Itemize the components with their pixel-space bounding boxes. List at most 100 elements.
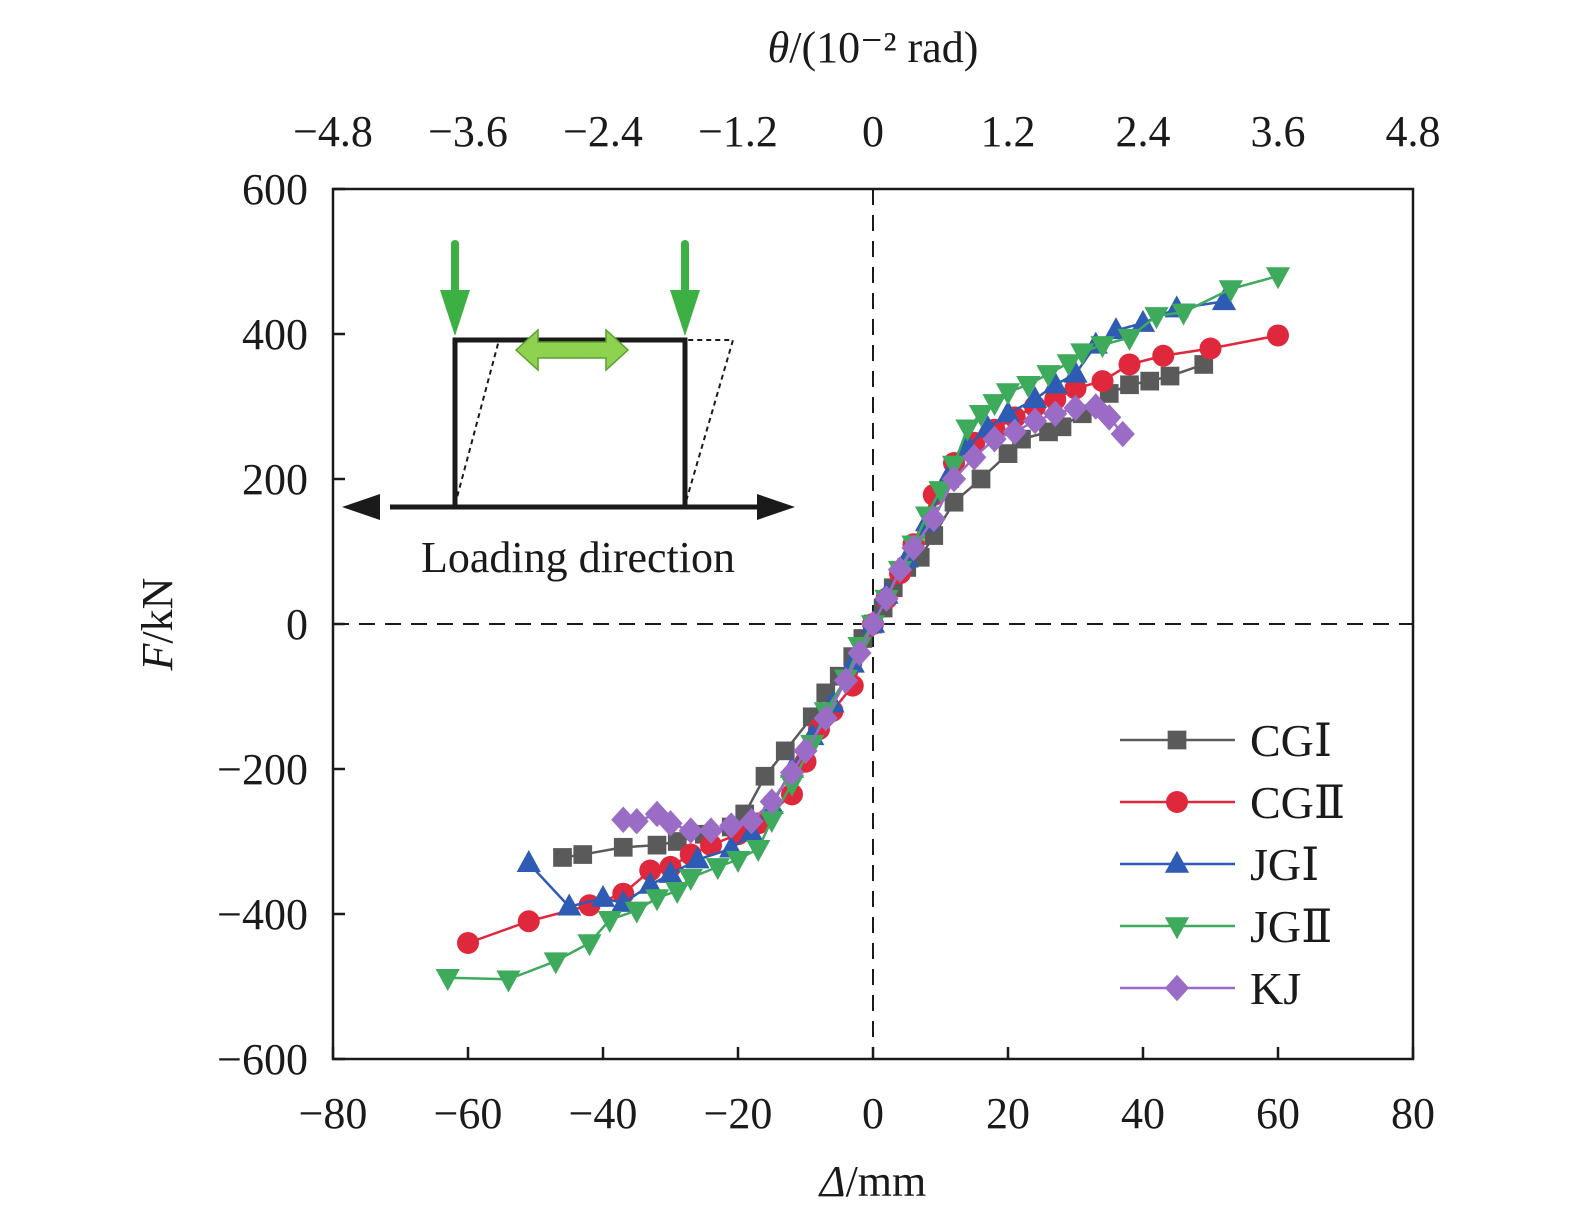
data-point — [1070, 343, 1095, 366]
data-point — [793, 737, 818, 765]
top-tick-label: 1.2 — [981, 107, 1036, 156]
top-axis-ticks: −4.8 −3.6 −2.4 −1.2 0 1.2 2.4 3.6 4.8 — [293, 107, 1440, 156]
data-point — [1118, 353, 1141, 376]
data-point — [1090, 336, 1115, 359]
data-point — [638, 871, 663, 894]
data-point — [573, 845, 593, 864]
vertical-load-arrowhead-left — [440, 290, 470, 336]
data-point — [644, 800, 670, 828]
data-point — [1130, 309, 1156, 332]
data-point — [1218, 280, 1243, 303]
data-point — [1002, 418, 1027, 446]
legend-item: JGⅡ — [1120, 901, 1332, 952]
data-point — [678, 817, 703, 844]
data-point — [1171, 303, 1196, 326]
arrowhead-right — [757, 494, 795, 520]
x-tick-label: 60 — [1256, 1089, 1300, 1138]
data-point — [590, 884, 616, 907]
data-point — [1267, 324, 1289, 347]
x-tick-label: 0 — [862, 1089, 884, 1138]
data-point — [457, 932, 479, 954]
y-axis-ticks: −600 −400 −200 0 200 400 600 — [217, 165, 345, 1084]
data-point — [698, 817, 724, 844]
top-tick-label: −2.4 — [563, 107, 643, 156]
y-tick-label: 0 — [286, 600, 308, 649]
data-point — [517, 910, 540, 933]
data-point — [901, 534, 926, 562]
data-point — [705, 858, 730, 881]
legend: CGⅠ CGⅡ JGⅠ JGⅡ KJ — [1120, 715, 1345, 1014]
lateral-load-double-arrow — [514, 328, 630, 372]
data-point — [1091, 370, 1114, 393]
x-tick-label: 80 — [1391, 1089, 1435, 1138]
data-point — [658, 810, 683, 837]
legend-label: JGⅠ — [1250, 839, 1319, 890]
legend-item: CGⅠ — [1120, 715, 1332, 766]
data-point — [755, 766, 775, 786]
data-point — [962, 444, 987, 471]
data-point — [1044, 388, 1067, 411]
data-point — [639, 859, 662, 882]
data-point — [496, 970, 521, 993]
data-point — [1022, 407, 1048, 435]
data-point — [995, 400, 1021, 423]
data-point — [516, 850, 541, 873]
data-point — [775, 741, 795, 761]
data-point — [1016, 375, 1041, 398]
data-point — [553, 848, 572, 867]
x-tick-label: −20 — [704, 1089, 773, 1138]
data-point — [597, 911, 622, 933]
data-point — [1063, 394, 1088, 422]
data-point — [1110, 420, 1135, 448]
arrowhead-left — [342, 494, 380, 520]
legend-marker — [1166, 791, 1188, 813]
y-tick-label: 400 — [242, 310, 308, 359]
data-point — [1120, 375, 1139, 395]
data-point — [1265, 267, 1291, 290]
loading-schematic: Loading direction — [342, 240, 795, 582]
data-point — [644, 889, 670, 912]
data-point — [1117, 328, 1142, 351]
top-tick-label: −1.2 — [698, 107, 778, 156]
data-point — [624, 808, 649, 835]
x-tick-label: 20 — [986, 1089, 1030, 1138]
data-point — [847, 639, 872, 667]
data-point — [1043, 400, 1068, 427]
data-point — [944, 492, 964, 512]
data-point — [667, 832, 687, 851]
data-point — [435, 969, 460, 991]
legend-item: KJ — [1120, 963, 1301, 1014]
top-tick-label: 3.6 — [1251, 107, 1306, 156]
data-point — [1199, 337, 1222, 360]
top-axis-title: θ/(10⁻² rad) — [768, 23, 979, 72]
legend-marker — [1164, 850, 1190, 873]
data-point — [557, 893, 582, 916]
data-point — [1211, 288, 1237, 311]
data-point — [1056, 354, 1081, 377]
x-axis-title: Δ/mm — [818, 1157, 927, 1206]
data-point — [1097, 404, 1122, 431]
data-point — [941, 465, 967, 493]
y-tick-label: 200 — [242, 455, 308, 504]
data-point — [647, 835, 667, 855]
legend-item: CGⅡ — [1120, 777, 1345, 828]
data-point — [1152, 344, 1175, 367]
y-tick-label: −200 — [217, 745, 308, 794]
x-axis-ticks: −80 −60 −40 −20 0 20 40 60 80 — [299, 1047, 1435, 1138]
series-kj-4 — [611, 393, 1135, 844]
data-point — [719, 812, 744, 839]
top-tick-label: 2.4 — [1116, 107, 1171, 156]
x-tick-label: 40 — [1121, 1089, 1165, 1138]
data-point — [779, 759, 805, 786]
legend-label: CGⅠ — [1250, 715, 1332, 766]
data-point — [624, 901, 649, 924]
data-point — [982, 394, 1007, 417]
data-point — [1064, 377, 1087, 400]
data-point — [759, 788, 784, 815]
data-point — [700, 834, 722, 857]
data-point — [678, 868, 703, 891]
frame-outline — [452, 337, 688, 505]
legend-marker — [1167, 730, 1187, 750]
data-point — [833, 667, 859, 694]
